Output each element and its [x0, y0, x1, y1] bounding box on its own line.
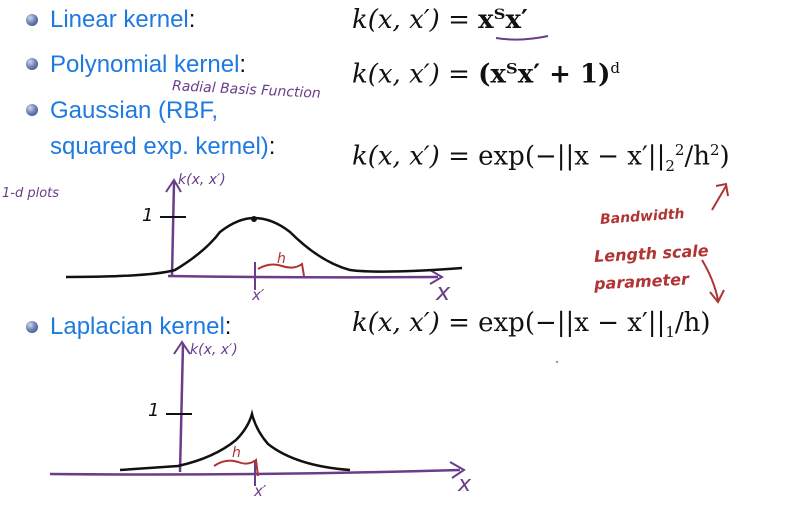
h-brace-top [257, 262, 305, 277]
bottom-x-arrow [449, 461, 466, 479]
tick-one-bottom: 1 [148, 400, 160, 421]
top-y-arrow [165, 178, 182, 193]
gaussian-kernel-label: Gaussian (RBF, [50, 97, 219, 124]
linear-formula: k(x, x′) = xᵀx′ [352, 5, 528, 35]
top-x-arrow [429, 269, 444, 285]
gaussian-kernel-label-line2: squared exp. kernel): [50, 133, 276, 160]
arrow-to-h-top [711, 185, 727, 211]
laplacian-formula: k(x, x′) = exp(−||x − x′||1/h) [352, 308, 711, 342]
arrow-to-h-bottom [701, 259, 719, 301]
tick-one-top: 1 [142, 205, 154, 226]
xprime-top: x′ [252, 286, 265, 304]
polynomial-kernel-label: Polynomial kernel: [50, 51, 247, 78]
gaussian-curve [65, 216, 463, 279]
x-bottom: x [458, 472, 472, 497]
gaussian-peak-dot [251, 216, 257, 222]
bottom-y-arrow [173, 340, 191, 355]
linear-underline [495, 35, 549, 41]
bullet-laplacian [26, 321, 38, 333]
axis-y-label-bottom: k(x, x′) [190, 342, 238, 358]
xprime-bottom: x′ [254, 482, 267, 500]
linear-kernel-label: Linear kernel: [50, 6, 196, 33]
arrow-to-h-bottom-head [709, 289, 725, 304]
bullet-linear [26, 14, 38, 26]
bottom-x-axis [49, 468, 461, 476]
top-y-axis [170, 181, 176, 277]
stray-dot [555, 360, 559, 364]
bullet-gaussian [26, 104, 38, 116]
h-top: h [277, 251, 286, 267]
bottom-y-axis [178, 343, 185, 473]
h-bottom: h [232, 445, 241, 461]
laplacian-curve [119, 409, 351, 472]
bullet-polynomial [26, 58, 38, 70]
top-x-axis [167, 274, 439, 279]
plot-note: 1-d plots [2, 186, 60, 201]
axis-y-label-top: k(x, x′) [178, 172, 226, 188]
polynomial-formula: k(x, x′) = (xᵀx′ + 1)d [352, 59, 620, 90]
x-top: x [436, 278, 451, 306]
h-brace-bottom [213, 458, 259, 477]
arrow-to-h-top-head [715, 182, 729, 197]
laplacian-kernel-label: Laplacian kernel: [50, 313, 232, 340]
gaussian-formula: k(x, x′) = exp(−||x − x′||22/h2) [352, 141, 730, 175]
